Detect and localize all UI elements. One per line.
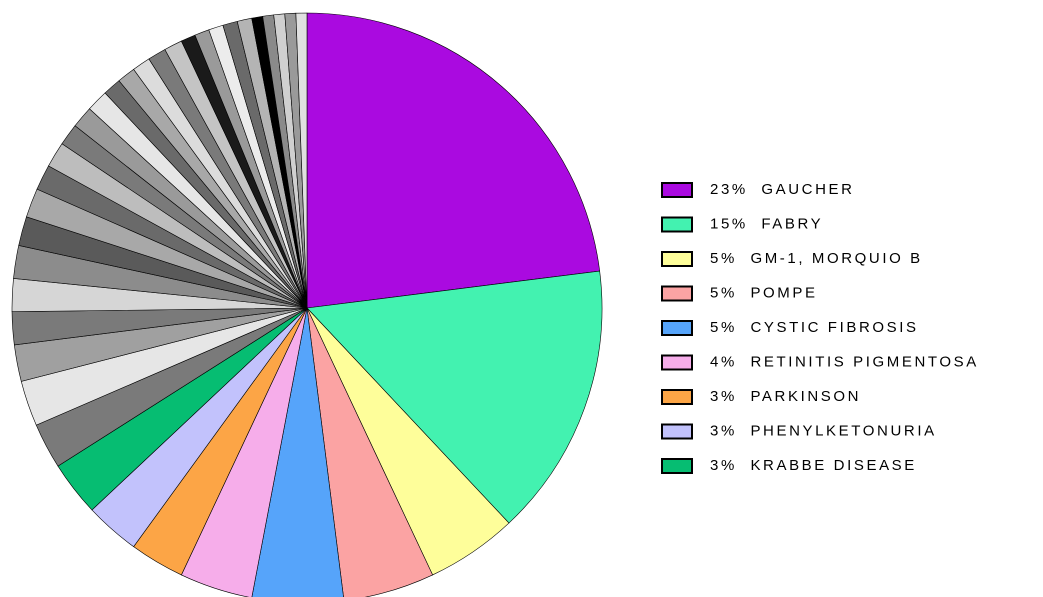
- legend-category: GM-1, MORQUIO B: [750, 250, 922, 267]
- legend-category: GAUCHER: [761, 181, 854, 198]
- legend-value: 15%: [710, 215, 748, 232]
- legend-value: 3%: [710, 388, 737, 405]
- legend-swatch: [661, 216, 693, 233]
- pie-slice: [306, 270, 603, 524]
- pie-slice: [295, 12, 308, 309]
- legend-label: 23% GAUCHER: [710, 181, 855, 198]
- pie-slice: [251, 307, 344, 597]
- legend-label: 4% RETINITIS PIGMENTOSA: [710, 353, 979, 370]
- pie-slice: [306, 307, 434, 597]
- legend-label: 3% KRABBE DISEASE: [710, 457, 917, 474]
- legend-swatch: [661, 423, 693, 440]
- legend-category: KRABBE DISEASE: [750, 457, 916, 474]
- legend-label: 5% CYSTIC FIBROSIS: [710, 319, 919, 336]
- legend-label: 5% POMPE: [710, 284, 818, 301]
- legend-swatch: [661, 458, 693, 474]
- legend-swatch: [661, 251, 693, 267]
- legend-label: 3% PARKINSON: [710, 388, 861, 405]
- legend-label: 3% PHENYLKETONURIA: [710, 422, 937, 439]
- legend-label: 15% FABRY: [710, 215, 823, 232]
- legend-value: 5%: [710, 284, 737, 301]
- legend-swatch: [661, 389, 693, 405]
- legend-category: RETINITIS PIGMENTOSA: [750, 353, 978, 370]
- legend-category: PHENYLKETONURIA: [750, 422, 936, 439]
- legend-value: 3%: [710, 422, 737, 439]
- legend-category: CYSTIC FIBROSIS: [750, 319, 918, 336]
- legend-value: 3%: [710, 457, 737, 474]
- legend-category: POMPE: [750, 284, 817, 301]
- legend-value: 5%: [710, 250, 737, 267]
- legend-swatch: [661, 354, 693, 371]
- legend-swatch: [661, 285, 693, 302]
- legend-value: 5%: [710, 319, 737, 336]
- legend-category: FABRY: [761, 215, 823, 232]
- legend-swatch: [661, 182, 693, 198]
- legend-category: PARKINSON: [750, 388, 861, 405]
- pie-slice: [306, 12, 601, 309]
- legend-label: 5% GM-1, MORQUIO B: [710, 250, 923, 267]
- legend-value: 4%: [710, 353, 737, 370]
- legend-swatch: [661, 320, 693, 336]
- legend-value: 23%: [710, 181, 748, 198]
